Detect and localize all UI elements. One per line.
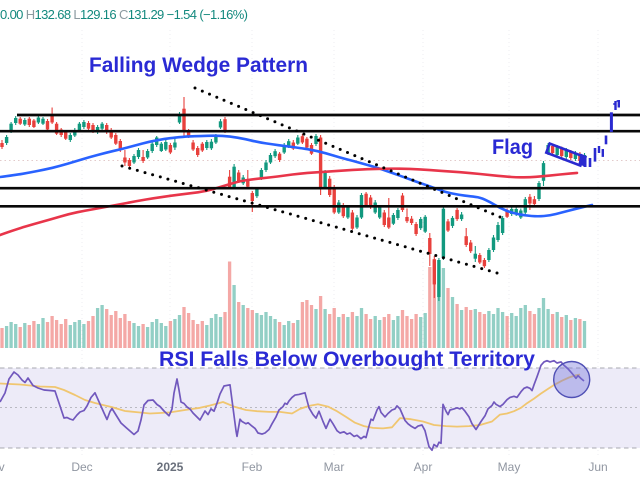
svg-text:May: May (498, 460, 521, 474)
svg-text:Nov: Nov (0, 460, 5, 474)
svg-text:Mar: Mar (324, 460, 345, 474)
svg-text:0.00 H132.68 L129.16 C131.29 −: 0.00 H132.68 L129.16 C131.29 −1.54 (−1.1… (0, 7, 248, 22)
svg-text:Feb: Feb (242, 460, 263, 474)
svg-text:Jun: Jun (588, 460, 607, 474)
svg-text:Dec: Dec (71, 460, 92, 474)
svg-text:Apr: Apr (414, 460, 433, 474)
svg-text:RSI Falls Below Overbought Ter: RSI Falls Below Overbought Territory (159, 348, 535, 371)
svg-text:2025: 2025 (157, 460, 184, 474)
svg-text:Flag: Flag (492, 136, 533, 159)
svg-text:Falling Wedge Pattern: Falling Wedge Pattern (89, 54, 308, 77)
